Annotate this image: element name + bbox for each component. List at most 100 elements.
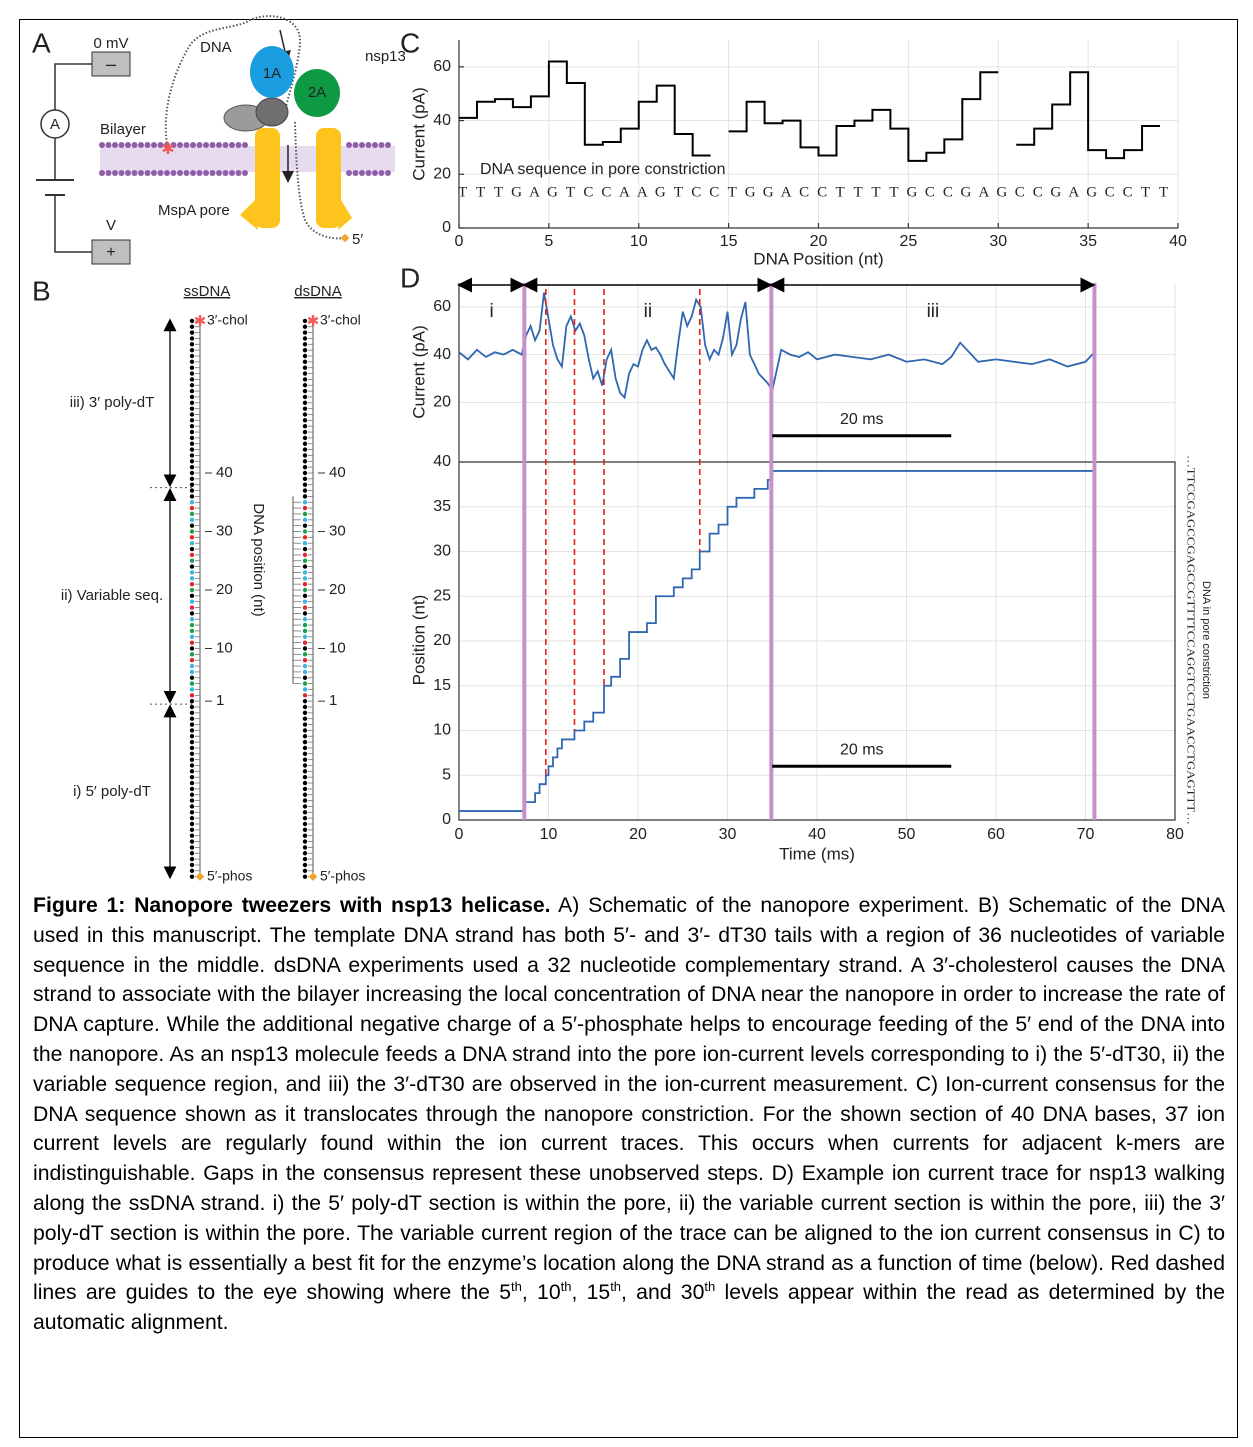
pore [255, 128, 280, 228]
base-dot [302, 347, 308, 353]
base-dot [302, 862, 308, 868]
region-label: i) 5′ poly-dT [73, 783, 151, 800]
base-dot [302, 383, 308, 388]
x-tick-label: 30 [989, 233, 1007, 250]
base-dot [189, 587, 195, 593]
base-dot [302, 330, 308, 335]
base-dot [189, 517, 195, 522]
base-dot [189, 488, 195, 493]
base-dot [302, 798, 308, 803]
base-dot [302, 570, 308, 575]
base-dot [302, 459, 308, 464]
ammeter-label: A [50, 116, 60, 133]
base-dot [302, 681, 308, 686]
tick-label: 30 [216, 522, 233, 539]
lipid-head [222, 142, 229, 148]
x-tick-label: 35 [1079, 233, 1097, 250]
pore [240, 200, 352, 230]
lipid-head [125, 170, 131, 176]
base-dot [189, 418, 195, 423]
base-dot [189, 453, 195, 458]
base-dot [302, 336, 308, 341]
lipid-head [378, 142, 385, 148]
base-dot [302, 418, 308, 423]
base-dot [189, 698, 195, 704]
phosphate [308, 872, 318, 881]
sequence-letter: T [476, 184, 485, 200]
sequence-letter: G [745, 184, 756, 200]
tick-label: 40 [329, 464, 346, 481]
x-axis-label: Time (ms) [779, 844, 855, 863]
figure: A – 0 mV A + V Bilayer DNA 1A 2A nsp13 5… [32, 15, 1212, 883]
x-tick-label: 40 [808, 826, 826, 843]
panel-a: A – 0 mV A + V Bilayer DNA 1A 2A nsp13 5… [32, 15, 406, 265]
star: ✱ [194, 313, 207, 330]
sequence-letter: G [1050, 184, 1061, 200]
base-dot [189, 658, 195, 663]
lipid-head [190, 142, 196, 148]
base-dot [189, 763, 195, 768]
dna-label: DNA [200, 39, 232, 56]
base-dot [302, 453, 308, 458]
end-label: 5′-phos [320, 867, 365, 883]
y-tick-label: 35 [433, 498, 451, 515]
x-tick-label: 0 [455, 826, 464, 843]
base-dot [189, 511, 195, 517]
base-dot [189, 564, 195, 569]
electrode-sign: + [106, 244, 115, 261]
lipid-head [125, 142, 131, 148]
base-dot [189, 330, 195, 335]
sequence-letter: G [511, 184, 522, 200]
base-dot [302, 716, 308, 721]
base-dot [189, 652, 195, 657]
lipid-head [170, 170, 177, 176]
lipid-head [138, 142, 144, 148]
superscript: th [704, 1279, 716, 1295]
current-trace [458, 292, 1096, 400]
lipid-head [346, 142, 352, 148]
panel-label: C [400, 27, 420, 58]
x-tick-label: 20 [629, 826, 647, 843]
base-dot [302, 815, 308, 821]
sequence-letter: T [494, 184, 503, 200]
x-tick-label: 10 [630, 233, 648, 250]
x-tick-label: 20 [810, 233, 828, 250]
base-dot [189, 476, 195, 482]
sequence-letter: T [674, 184, 683, 200]
caption-text: , and 30 [621, 1281, 705, 1305]
base-dot [189, 622, 195, 628]
protein [255, 97, 289, 127]
domain-label: 2A [308, 84, 326, 101]
lipid-head [229, 170, 235, 176]
base-dot [302, 710, 308, 716]
y-tick-label: 20 [433, 394, 451, 411]
sequence-letter: C [709, 184, 719, 200]
base-dot [189, 769, 195, 774]
base-dot [189, 745, 195, 751]
base-dot [189, 599, 195, 604]
y-tick-label: 25 [433, 587, 451, 604]
base-dot [189, 318, 195, 324]
base-dot [189, 336, 195, 341]
x-tick-label: 15 [720, 233, 738, 250]
tick-label: 20 [329, 581, 346, 598]
tick-label: 10 [329, 639, 346, 656]
superscript: th [560, 1279, 572, 1295]
sequence-letter: T [835, 184, 844, 200]
base-dot [302, 517, 308, 522]
y-axis-label: Current (pA) [409, 325, 428, 419]
region-label: i [490, 301, 494, 322]
pore-label: MspA pore [158, 202, 230, 219]
base-dot [302, 429, 308, 435]
base-dot [302, 488, 308, 493]
sequence-letter: C [583, 184, 593, 200]
y-axis-label: Current (pA) [409, 87, 428, 181]
base-dot [189, 400, 195, 405]
base-dot [189, 541, 195, 546]
base-dot [189, 570, 195, 575]
base-dot [189, 593, 195, 599]
y-tick-label: 0 [442, 811, 451, 828]
base-dot [302, 687, 308, 692]
lipid-head [99, 142, 105, 148]
lipid-head [203, 142, 209, 148]
